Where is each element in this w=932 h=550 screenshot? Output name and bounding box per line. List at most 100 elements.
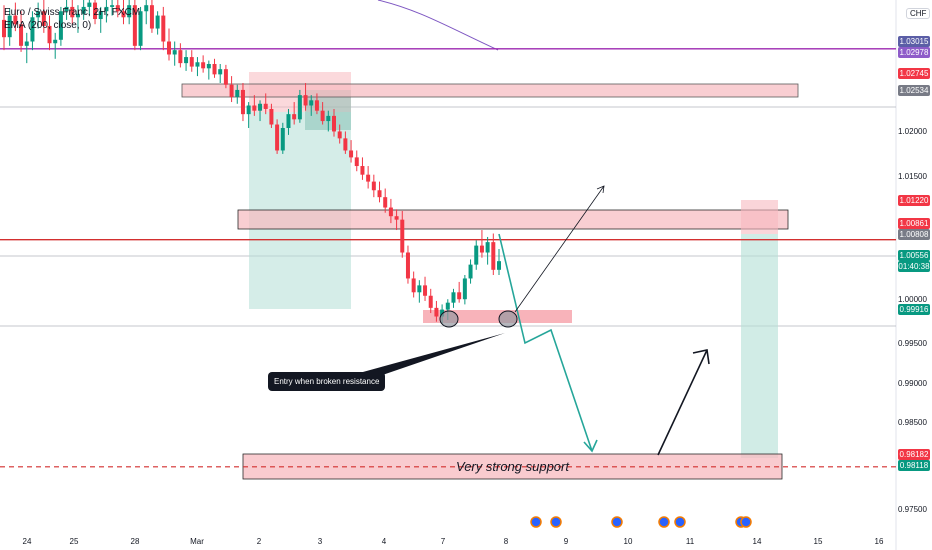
candle-bullish[interactable] [417,285,422,293]
candle-bearish[interactable] [93,2,98,20]
candle-bullish[interactable] [138,11,143,46]
candle-bearish[interactable] [41,11,46,26]
candle-bearish[interactable] [223,69,228,85]
candle-bullish[interactable] [326,115,331,122]
candle-bearish[interactable] [19,24,24,46]
candle-bullish[interactable] [440,309,445,317]
price-label[interactable]: 1.00808 [898,229,930,240]
candle-bullish[interactable] [7,15,12,38]
candle-bullish[interactable] [309,100,314,106]
candle-bullish[interactable] [87,2,92,7]
candle-bearish[interactable] [252,105,257,111]
candle-bearish[interactable] [212,63,217,75]
candle-bearish[interactable] [189,57,194,67]
candle-bearish[interactable] [371,181,376,191]
candle-bearish[interactable] [269,108,274,125]
candle-bearish[interactable] [360,166,365,175]
price-label[interactable]: 1.02534 [898,85,930,96]
candle-bullish[interactable] [75,13,80,18]
price-label[interactable]: 1.02745 [898,68,930,79]
candle-bearish[interactable] [229,84,234,97]
candle-bearish[interactable] [314,100,319,111]
candle-bearish[interactable] [320,110,325,122]
candle-bullish[interactable] [462,278,467,300]
candle-bullish[interactable] [53,39,58,44]
candle-bullish[interactable] [206,63,211,69]
candle-bearish[interactable] [366,174,371,182]
candle-bullish[interactable] [497,261,501,270]
candle-bullish[interactable] [155,15,160,29]
candle-bullish[interactable] [246,105,251,115]
resistance-zone-middle[interactable] [237,209,789,230]
indicator-title[interactable]: EMA (200, close, 0) [4,20,92,31]
candle-bearish[interactable] [411,278,416,293]
event-marker[interactable] [740,516,752,528]
candle-bullish[interactable] [36,11,41,18]
price-label[interactable]: 0.98182 [898,449,930,460]
candle-bullish[interactable] [184,57,189,64]
event-marker[interactable] [550,516,562,528]
candle-bullish[interactable] [280,127,285,151]
candle-bullish[interactable] [195,62,200,67]
candle-bullish[interactable] [64,6,69,12]
candle-bearish[interactable] [161,15,166,42]
candle-bearish[interactable] [343,138,348,151]
candle-bearish[interactable] [405,252,410,279]
event-marker[interactable] [658,516,670,528]
event-marker[interactable] [674,516,686,528]
candle-bullish[interactable] [172,50,177,55]
candle-bearish[interactable] [383,197,388,208]
candle-bullish[interactable] [30,17,35,42]
candle-bullish[interactable] [235,89,240,97]
candle-bearish[interactable] [423,285,428,296]
candle-bearish[interactable] [178,50,183,64]
candle-bearish[interactable] [337,131,342,139]
price-label[interactable]: 0.98118 [898,460,930,471]
support-zone[interactable] [242,453,783,480]
candle-bearish[interactable] [121,11,126,18]
candle-bullish[interactable] [81,6,86,14]
candle-bullish[interactable] [468,264,473,279]
candle-bearish[interactable] [354,157,359,167]
symbol-title[interactable]: Euro / Swiss Franc, 2H, FXCM [4,7,141,18]
price-label[interactable]: 1.00861 [898,218,930,229]
candle-bearish[interactable] [303,95,308,106]
candle-bearish[interactable] [263,103,268,109]
candle-bullish[interactable] [127,5,132,18]
candle-bullish[interactable] [144,5,149,12]
candle-bullish[interactable] [485,242,490,253]
candle-bearish[interactable] [115,5,120,12]
price-label[interactable]: 1.03015 [898,36,930,47]
candle-bearish[interactable] [377,190,382,198]
candle-bearish[interactable] [332,115,336,132]
position-box-right-target[interactable] [741,234,778,458]
candle-bullish[interactable] [258,103,263,111]
candle-bearish[interactable] [479,245,484,253]
position-box-right-stop[interactable] [741,200,778,234]
candle-bullish[interactable] [297,95,302,120]
candle-bullish[interactable] [24,41,29,46]
candle-bearish[interactable] [457,292,462,300]
event-markers[interactable] [530,516,752,528]
candle-bullish[interactable] [286,114,291,128]
candle-bullish[interactable] [58,11,63,40]
candle-bearish[interactable] [434,307,439,317]
candle-bearish[interactable] [292,114,297,120]
candle-bearish[interactable] [349,150,354,158]
price-label[interactable]: 01:40:38 [898,261,930,272]
candle-bearish[interactable] [132,5,137,46]
candle-bullish[interactable] [218,69,223,75]
candle-bearish[interactable] [275,124,280,151]
entry-zone[interactable] [423,310,572,323]
candle-bullish[interactable] [451,292,456,303]
candle-bearish[interactable] [240,89,245,115]
event-marker[interactable] [611,516,623,528]
candle-bullish[interactable] [110,5,115,7]
price-label[interactable]: 0.99916 [898,304,930,315]
entry-note[interactable]: Entry when broken resistance [268,372,386,391]
resistance-zone-upper[interactable] [181,83,799,98]
candle-bullish[interactable] [98,11,103,20]
candle-bullish[interactable] [445,302,450,310]
event-marker[interactable] [530,516,542,528]
candle-bearish[interactable] [201,62,206,69]
